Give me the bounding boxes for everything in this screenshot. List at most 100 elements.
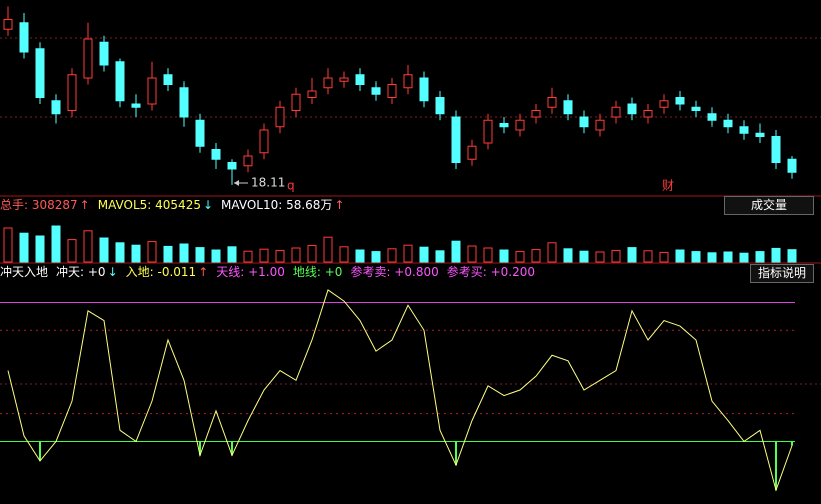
volume-bar [643, 250, 653, 263]
candle-body [147, 77, 157, 105]
volume-bar [51, 225, 61, 263]
candle-body [451, 116, 461, 163]
volume-bar [339, 246, 349, 263]
candle-body [355, 74, 365, 85]
candle-body [131, 103, 141, 108]
volume-bar [787, 249, 797, 263]
header-item: MAVOL5: 405425 ↓ [98, 197, 213, 213]
candle-body [691, 106, 701, 111]
header-text: 冲天入地 [0, 265, 49, 279]
indicator-line [7, 289, 793, 492]
header-item: 冲天入地 [0, 264, 48, 280]
candle-body [275, 106, 285, 128]
volume-bar [419, 246, 429, 263]
volume-bar [147, 241, 157, 263]
candle-body [115, 61, 125, 102]
volume-bar [307, 245, 317, 263]
candle-body [323, 77, 333, 89]
header-text: 参考买: +0.200 [446, 265, 536, 279]
candle-body [51, 100, 61, 115]
candle-body [19, 22, 29, 53]
volume-bar [179, 243, 189, 263]
low-price-label: 18.11 [251, 176, 285, 190]
candle-body [643, 110, 653, 118]
volume-bar [323, 236, 333, 263]
indicator-help-button[interactable]: 指标说明 [750, 264, 814, 283]
candle-body [419, 77, 429, 102]
header-arrow: ↓ [107, 265, 118, 279]
header-arrow: ↓ [202, 198, 214, 212]
volume-button[interactable]: 成交量 [724, 196, 814, 215]
event-marker: q [287, 179, 295, 193]
candle-body [211, 149, 221, 160]
header-item: 参考买: +0.200 [447, 264, 535, 280]
candle-body [259, 129, 269, 154]
header-text: 冲天: +0 [56, 265, 106, 279]
volume-bar [659, 251, 669, 263]
volume-bar [499, 249, 509, 263]
candle-body [3, 19, 13, 30]
volume-bar [259, 248, 269, 263]
header-item: 参考卖: +0.800 [350, 264, 438, 280]
candle-body [787, 158, 797, 173]
header-item: 天线: +1.00 [216, 264, 285, 280]
candle-body [531, 110, 541, 118]
volume-bar [675, 249, 685, 263]
candle-body [307, 90, 317, 98]
volume-bar [739, 252, 749, 263]
candle-body [243, 155, 253, 167]
candle-body [291, 93, 301, 111]
candle-body [547, 97, 557, 108]
header-text: MAVOL10: 58.68万 [221, 198, 333, 212]
volume-bar [131, 244, 141, 263]
candle-body [579, 116, 589, 128]
candle-body [515, 119, 525, 131]
candle-body [35, 48, 45, 98]
header-text: 入地: -0.011 [125, 265, 197, 279]
volume-bar [83, 230, 93, 263]
candle-body [723, 119, 733, 128]
volume-bar [163, 245, 173, 263]
volume-bar [403, 244, 413, 263]
volume-bar [723, 251, 733, 263]
volume-bar [211, 249, 221, 263]
candle-body [403, 74, 413, 89]
header-arrow: ↑ [79, 198, 90, 212]
volume-bar [691, 251, 701, 263]
header-item: 总手: 308287 ↑ [0, 197, 90, 213]
candle-body [675, 97, 685, 105]
header-item: 入地: -0.011 ↑ [126, 264, 209, 280]
candle-body [83, 38, 93, 79]
header-arrow: ↑ [198, 265, 209, 279]
volume-bar [771, 247, 781, 263]
candle-body [387, 84, 397, 98]
candle-body [179, 87, 189, 118]
header-item: MAVOL10: 58.68万 ↑ [221, 197, 344, 213]
header-text: 参考卖: +0.800 [350, 265, 439, 279]
volume-bar [595, 251, 605, 263]
volume-bar [195, 247, 205, 263]
candle-body [499, 123, 509, 128]
volume-bar [707, 252, 717, 263]
volume-bar [19, 232, 29, 263]
candle-body [611, 106, 621, 118]
volume-header: 总手: 308287 ↑ MAVOL5: 405425 ↓ MAVOL10: 58.68… [0, 197, 345, 213]
candle-body [467, 145, 477, 160]
volume-bar [355, 249, 365, 263]
volume-bar [467, 245, 477, 263]
volume-bar [99, 237, 109, 263]
candle-body [595, 119, 605, 131]
event-marker: 财 [662, 179, 674, 193]
candle-body [659, 100, 669, 108]
candle-body [163, 74, 173, 85]
volume-bar [531, 249, 541, 263]
volume-bar [547, 242, 557, 263]
indicator-header: 冲天入地 冲天: +0 ↓ 入地: -0.011 ↑ 天线: +1.00 地线: +0 参考卖… [0, 264, 535, 280]
header-arrow: ↑ [334, 198, 345, 212]
volume-bar [291, 247, 301, 263]
candle-body [739, 126, 749, 134]
volume-bar [3, 227, 13, 263]
volume-bar [115, 242, 125, 263]
volume-bar [515, 251, 525, 263]
